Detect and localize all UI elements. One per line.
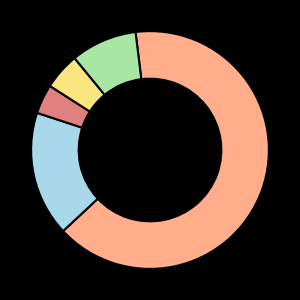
Wedge shape <box>63 31 269 269</box>
Wedge shape <box>74 32 141 95</box>
Wedge shape <box>31 113 98 231</box>
Wedge shape <box>50 58 105 112</box>
Wedge shape <box>37 86 90 128</box>
